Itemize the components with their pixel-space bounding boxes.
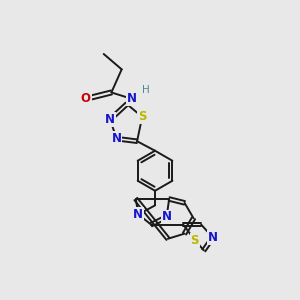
- Text: S: S: [138, 110, 146, 123]
- Text: N: N: [112, 132, 122, 145]
- Text: S: S: [190, 233, 199, 247]
- Text: O: O: [81, 92, 91, 105]
- Text: N: N: [162, 211, 172, 224]
- Text: N: N: [105, 113, 115, 126]
- Text: H: H: [142, 85, 150, 95]
- Text: N: N: [127, 92, 137, 105]
- Text: N: N: [208, 231, 218, 244]
- Text: N: N: [133, 208, 143, 221]
